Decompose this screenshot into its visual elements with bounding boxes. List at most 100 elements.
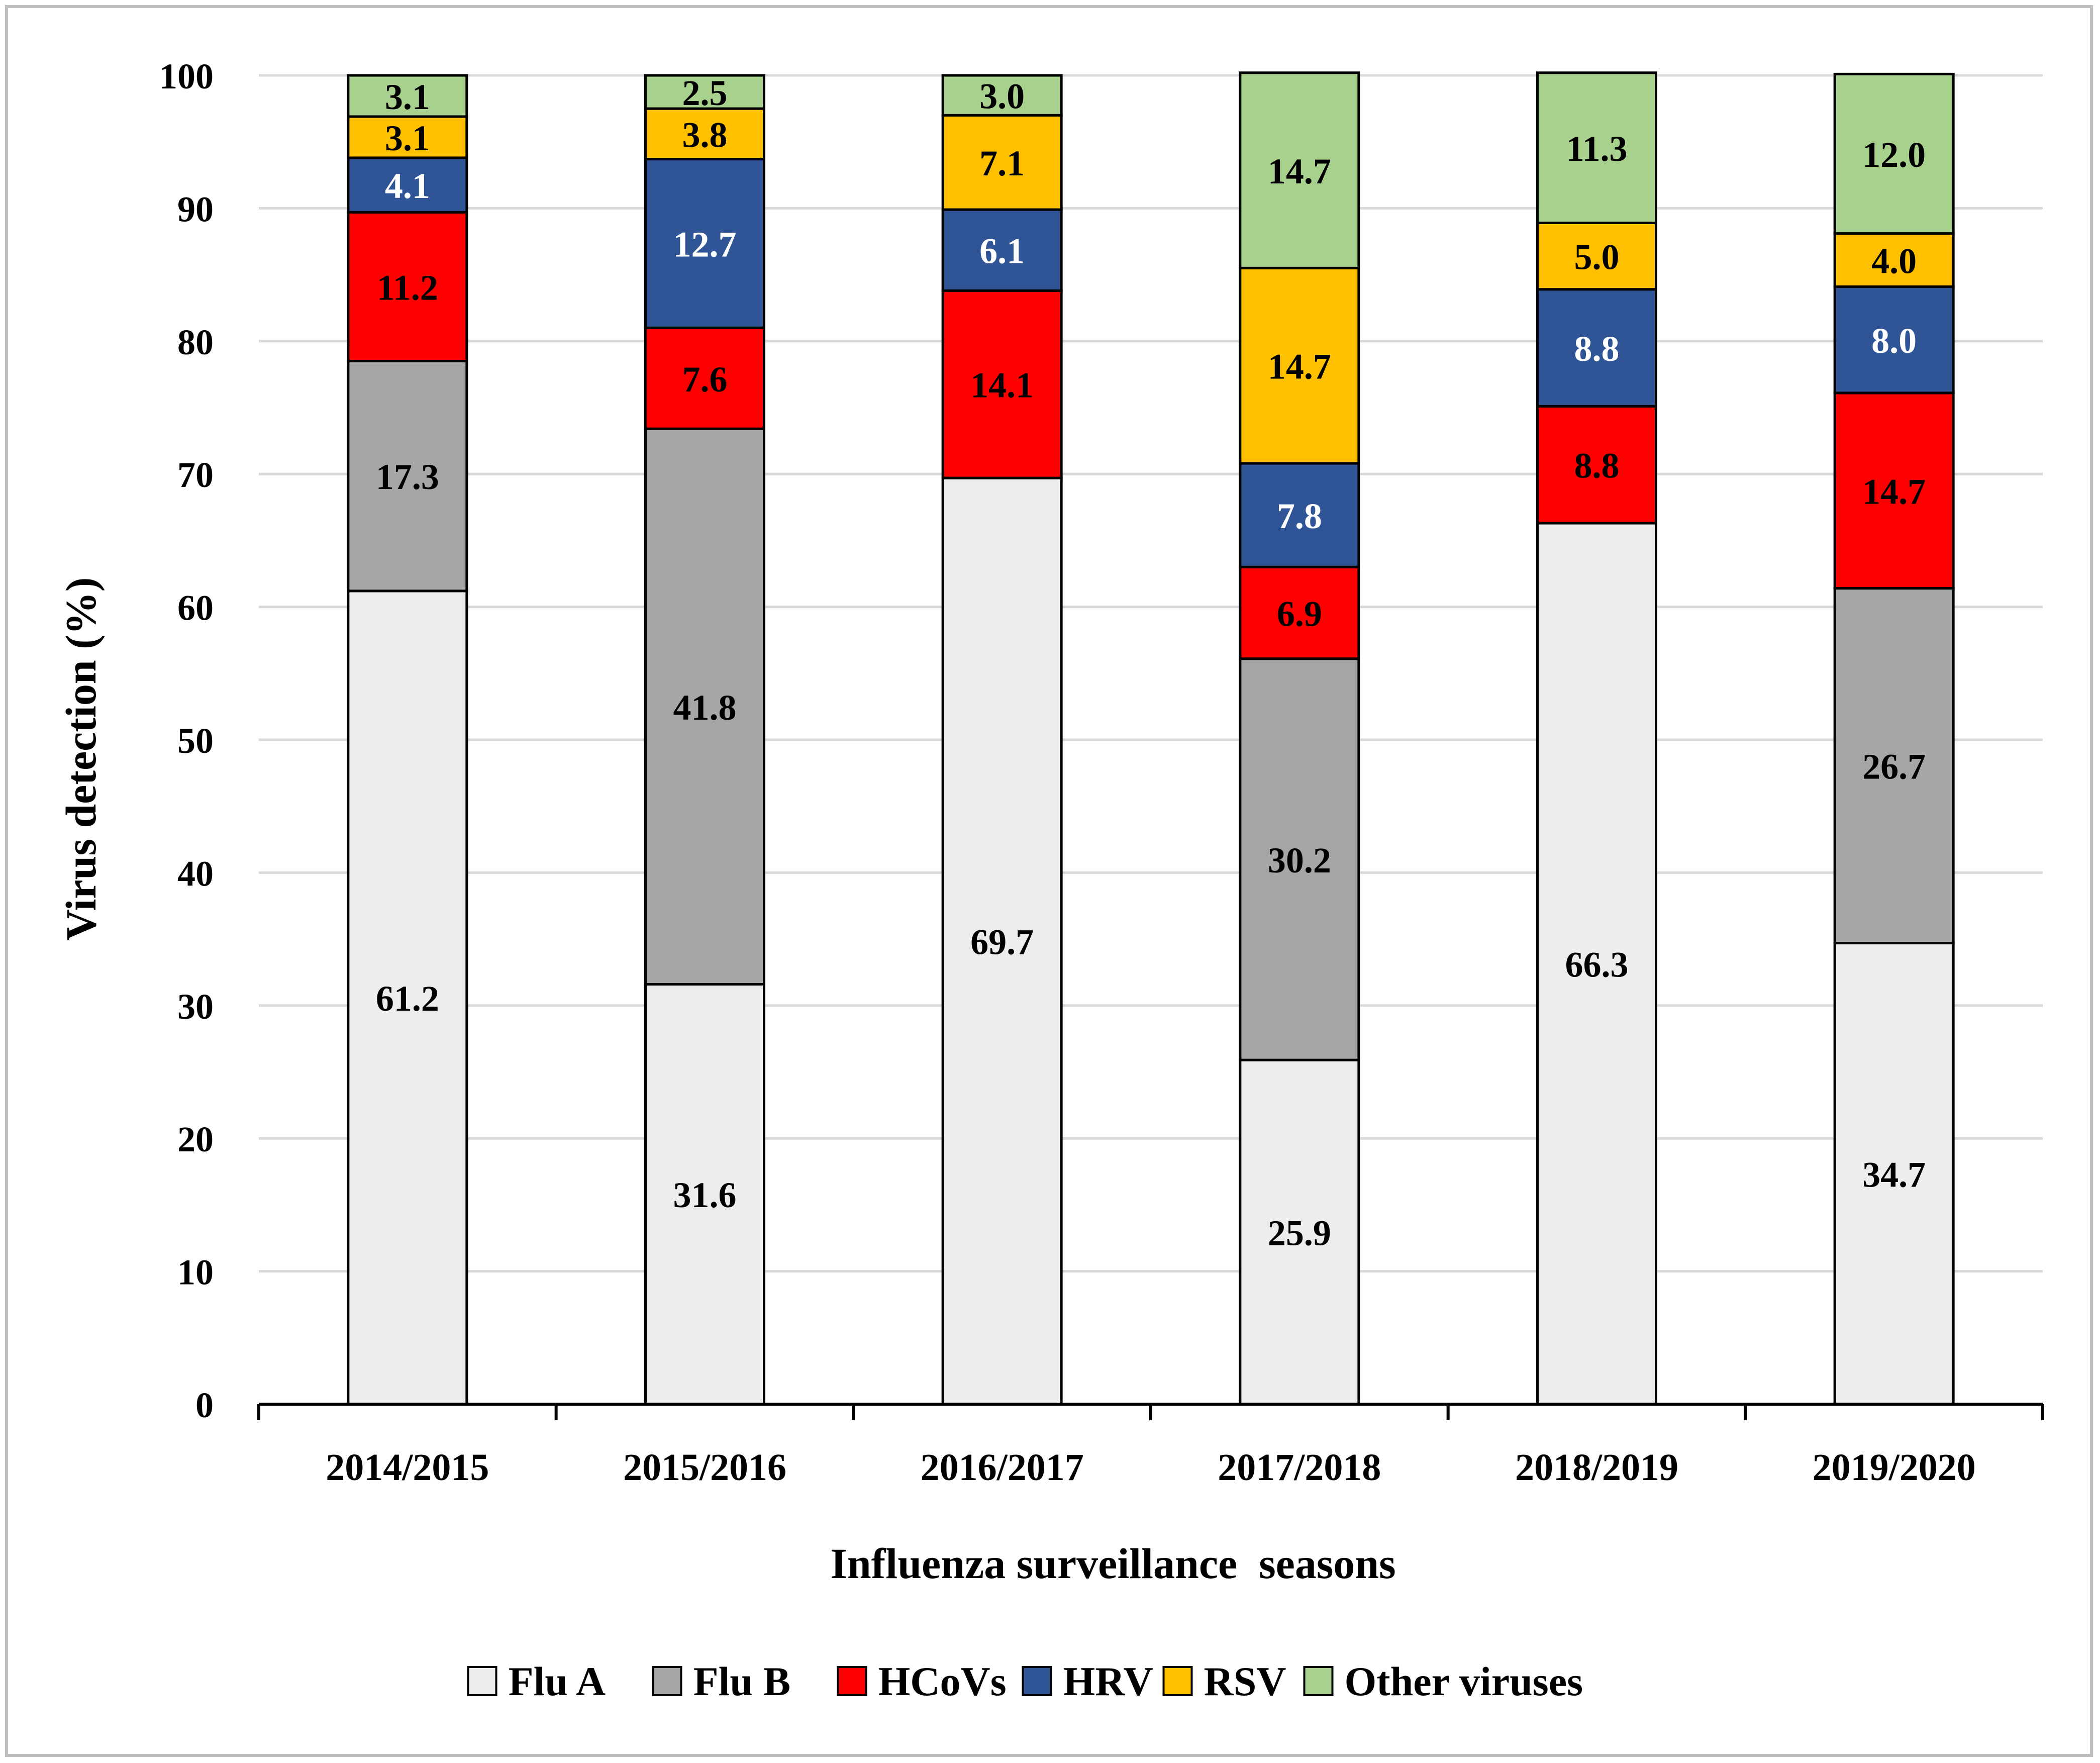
x-tick-label: 2016/2017 xyxy=(921,1446,1084,1489)
y-tick-labels: 0 10 20 30 40 50 60 70 80 90 100 xyxy=(159,56,214,1425)
axes xyxy=(257,1403,2044,1420)
data-label: 31.6 xyxy=(673,1175,737,1215)
x-tick-label: 2018/2019 xyxy=(1515,1446,1678,1489)
legend-label: Flu B xyxy=(693,1658,791,1704)
data-label: 61.2 xyxy=(376,978,439,1019)
y-tick-label: 30 xyxy=(177,987,214,1027)
bar-segment xyxy=(644,107,765,161)
data-label: 7.8 xyxy=(1277,496,1322,536)
data-label: 12.7 xyxy=(673,224,737,264)
legend-swatch xyxy=(467,1666,497,1696)
legend-item: HCoVs xyxy=(837,1658,1007,1704)
gridlines xyxy=(259,74,2043,1273)
data-label: 30.2 xyxy=(1268,840,1331,880)
bar-segment xyxy=(1239,266,1360,465)
legend-swatch xyxy=(1162,1666,1193,1696)
legend-label: HRV xyxy=(1063,1658,1153,1704)
y-axis-label: Virus detection (%) xyxy=(57,577,105,941)
data-label: 2.5 xyxy=(682,73,728,113)
bar-segment xyxy=(347,211,468,362)
data-label: 34.7 xyxy=(1862,1154,1926,1195)
legend-label: HCoVs xyxy=(878,1658,1007,1704)
y-tick-label: 80 xyxy=(177,322,214,362)
bar-stack: 31.6 41.8 7.6 12.7 3.82.5 xyxy=(644,73,765,1406)
y-tick-label: 70 xyxy=(177,455,214,495)
bar-segment xyxy=(347,74,468,118)
data-label: 25.9 xyxy=(1268,1213,1331,1253)
bar-segment xyxy=(1239,71,1360,269)
data-label: 12.0 xyxy=(1862,135,1926,175)
data-label: 8.8 xyxy=(1574,329,1620,369)
legend-swatch xyxy=(1022,1666,1052,1696)
bar-segment xyxy=(941,74,1063,117)
legend-item: Flu A xyxy=(467,1658,606,1704)
data-label: 14.7 xyxy=(1268,151,1331,191)
x-tick-label: 2015/2016 xyxy=(623,1446,786,1489)
bar-segment xyxy=(347,156,468,214)
bar-segment xyxy=(1536,288,1657,408)
y-tick-label: 0 xyxy=(195,1385,214,1425)
bar-segment xyxy=(644,74,765,110)
legend-label: RSV xyxy=(1204,1658,1286,1704)
legend-item: Flu B xyxy=(652,1658,791,1704)
bar-stack: 69.7 14.1 6.1 7.1 3.0 xyxy=(941,74,1063,1406)
bar-stack: 25.9 30.2 6.9 7.8 14.7 14.7 xyxy=(1239,71,1360,1406)
bar-segment xyxy=(1536,522,1657,1406)
bar-segment xyxy=(941,208,1063,292)
data-label: 8.0 xyxy=(1871,321,1917,361)
x-tick-label: 2014/2015 xyxy=(326,1446,489,1489)
bars: 61.217.311.24.13.13.131.641.87.612.73.82… xyxy=(347,71,1955,1406)
bar-stack: 61.2 17.3 11.2 4.1 3.13.1 xyxy=(347,74,468,1406)
legend-swatch xyxy=(837,1666,867,1696)
data-label: 26.7 xyxy=(1862,747,1926,787)
data-label: 14.1 xyxy=(970,365,1034,406)
data-label: 7.1 xyxy=(979,143,1025,183)
x-tick-labels: 2014/2015 2015/2016 2016/2017 2017/2018 2018… xyxy=(326,1446,1975,1489)
bar-stack: 66.3 8.8 8.8 5.0 11.3 xyxy=(1536,71,1657,1406)
bar-segment xyxy=(941,114,1063,211)
legend-label: Other viruses xyxy=(1345,1658,1583,1704)
data-label: 41.8 xyxy=(673,688,737,728)
bar-segment xyxy=(1239,462,1360,568)
data-label: 3.1 xyxy=(385,118,430,158)
bar-segment xyxy=(347,590,468,1406)
data-label: 66.3 xyxy=(1565,945,1629,985)
bar-segment xyxy=(1833,391,1955,590)
legend-swatch xyxy=(652,1666,682,1696)
legend: Flu A Flu B HCoVs HRV RSV Other viruses xyxy=(467,1658,1583,1704)
bar-segment xyxy=(644,326,765,430)
data-label: 4.1 xyxy=(385,166,430,206)
y-tick-label: 90 xyxy=(177,189,214,229)
bar-segment xyxy=(644,983,765,1406)
data-label: 3.1 xyxy=(385,77,430,117)
bar-segment xyxy=(1833,587,1955,945)
y-tick-label: 60 xyxy=(177,588,214,628)
y-tick-label: 20 xyxy=(177,1119,214,1159)
data-label: 4.0 xyxy=(1871,241,1917,281)
bar-stack: 34.7 26.7 14.7 8.0 4.0 12.0 xyxy=(1833,72,1955,1406)
bar-segment xyxy=(1833,72,1955,235)
bar-segment xyxy=(1536,405,1657,525)
x-axis-label: Influenza surveillance seasons xyxy=(830,1539,1395,1588)
bar-segment xyxy=(347,359,468,593)
y-tick-label: 50 xyxy=(177,721,214,761)
legend-label: Flu A xyxy=(509,1658,606,1704)
legend-item: RSV xyxy=(1162,1658,1286,1704)
legend-swatch xyxy=(1303,1666,1334,1696)
data-label: 11.3 xyxy=(1566,129,1627,169)
bar-segment xyxy=(644,427,765,986)
data-label: 8.8 xyxy=(1574,446,1620,486)
bar-segment xyxy=(1833,942,1955,1406)
data-label: 3.8 xyxy=(682,115,728,155)
bar-segment xyxy=(1239,657,1360,1061)
data-label: 6.1 xyxy=(979,231,1025,271)
x-tick-label: 2019/2020 xyxy=(1813,1446,1976,1489)
legend-item: HRV xyxy=(1022,1658,1153,1704)
x-tick-label: 2017/2018 xyxy=(1218,1446,1381,1489)
bar-segment xyxy=(1536,71,1657,224)
bar-segment xyxy=(1536,221,1657,291)
data-label: 69.7 xyxy=(970,922,1034,962)
data-label: 14.7 xyxy=(1862,471,1926,512)
data-label: 14.7 xyxy=(1268,347,1331,387)
data-label: 5.0 xyxy=(1574,237,1620,277)
